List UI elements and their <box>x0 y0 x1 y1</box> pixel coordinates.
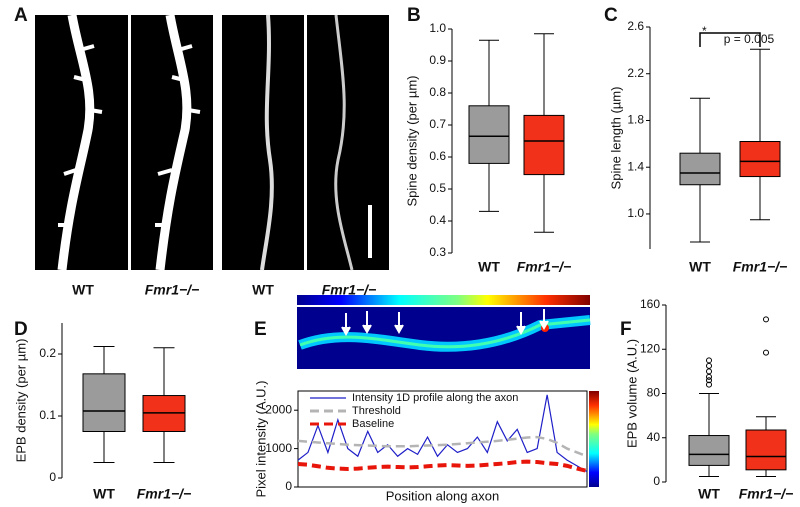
legend-label: Intensity 1D profile along the axon <box>352 392 518 404</box>
category-label: Fmr1−/− <box>733 259 787 275</box>
series-line <box>297 459 588 473</box>
outlier <box>706 377 712 384</box>
y-tick-label: 0.7 <box>429 117 446 131</box>
box <box>468 105 510 164</box>
y-tick-label: 0.9 <box>429 53 446 67</box>
outlier <box>706 362 712 369</box>
y-tick-label: 160 <box>640 297 660 311</box>
annotation: * <box>702 24 707 38</box>
outlier <box>706 368 712 375</box>
category-label: WT <box>689 259 711 275</box>
y-tick-label: 0 <box>49 470 56 484</box>
y-tick-label: 2.6 <box>627 19 644 33</box>
box <box>523 114 565 176</box>
y-tick-label: 80 <box>647 386 661 400</box>
outlier <box>763 316 769 323</box>
panel-letter: A <box>14 5 28 26</box>
image-label: WT <box>72 282 94 298</box>
y-tick-label: 0.3 <box>429 245 446 259</box>
y-axis-title: Spine density (per µm) <box>404 75 419 206</box>
y-tick-label: 0.4 <box>429 213 446 227</box>
image-label: Fmr1−/− <box>145 282 199 298</box>
outlier <box>763 349 769 356</box>
y-axis-title: Spine length (µm) <box>608 87 623 190</box>
y-tick-label: 0.1 <box>39 408 56 422</box>
panel-letter: C <box>604 5 618 26</box>
box <box>679 152 721 186</box>
y-tick-label: 2000 <box>265 402 292 416</box>
plot-frame <box>297 390 588 488</box>
outlier <box>706 357 712 364</box>
y-axis-title: EPB density (per µm) <box>13 339 28 463</box>
category-label: Fmr1−/− <box>137 486 191 502</box>
y-tick-label: 1.0 <box>429 21 446 35</box>
y-tick-label: 120 <box>640 341 660 355</box>
significance-bracket <box>699 32 761 47</box>
panel-letter: E <box>254 319 267 340</box>
legend-label: Threshold <box>352 405 401 417</box>
category-label: Fmr1−/− <box>517 259 571 275</box>
category-label: WT <box>478 259 500 275</box>
y-axis-title: Pixel intensity (A.U.) <box>253 380 268 497</box>
annotation: p = 0.005 <box>724 32 775 46</box>
y-tick-label: 0 <box>653 474 660 488</box>
series-line <box>297 435 588 458</box>
micrographs <box>35 14 389 271</box>
y-tick-label: 0 <box>285 479 292 493</box>
y-axis-title: EPB volume (A.U.) <box>624 339 639 448</box>
y-tick-label: 0.2 <box>39 346 56 360</box>
outlier <box>706 373 712 380</box>
y-tick-label: 0.6 <box>429 149 446 163</box>
y-tick-label: 0.5 <box>429 181 446 195</box>
y-tick-label: 40 <box>647 430 661 444</box>
y-tick-label: 1.4 <box>627 159 644 173</box>
category-label: WT <box>93 486 115 502</box>
outlier <box>706 381 712 388</box>
panel-letter: D <box>14 319 28 340</box>
y-tick-label: 1.8 <box>627 113 644 127</box>
box <box>745 429 787 471</box>
y-tick-label: 0.8 <box>429 85 446 99</box>
image-label: WT <box>252 282 274 298</box>
box <box>688 435 730 466</box>
panel-letter: F <box>620 319 632 340</box>
category-label: Fmr1−/− <box>739 486 793 502</box>
series-line <box>297 394 588 473</box>
image-label: Fmr1−/− <box>322 282 376 298</box>
category-label: WT <box>698 486 720 502</box>
box <box>739 141 781 178</box>
panel-letter: B <box>407 5 421 26</box>
box <box>82 373 126 432</box>
y-tick-label: 2.2 <box>627 66 644 80</box>
x-axis-title: Position along axon <box>386 488 499 503</box>
y-tick-label: 1.0 <box>627 206 644 220</box>
y-tick-label: 1000 <box>265 441 292 455</box>
heatmap <box>297 295 599 487</box>
legend-label: Baseline <box>352 418 394 430</box>
